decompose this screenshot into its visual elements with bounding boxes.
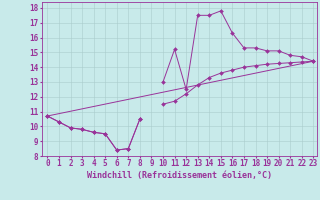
X-axis label: Windchill (Refroidissement éolien,°C): Windchill (Refroidissement éolien,°C): [87, 171, 272, 180]
